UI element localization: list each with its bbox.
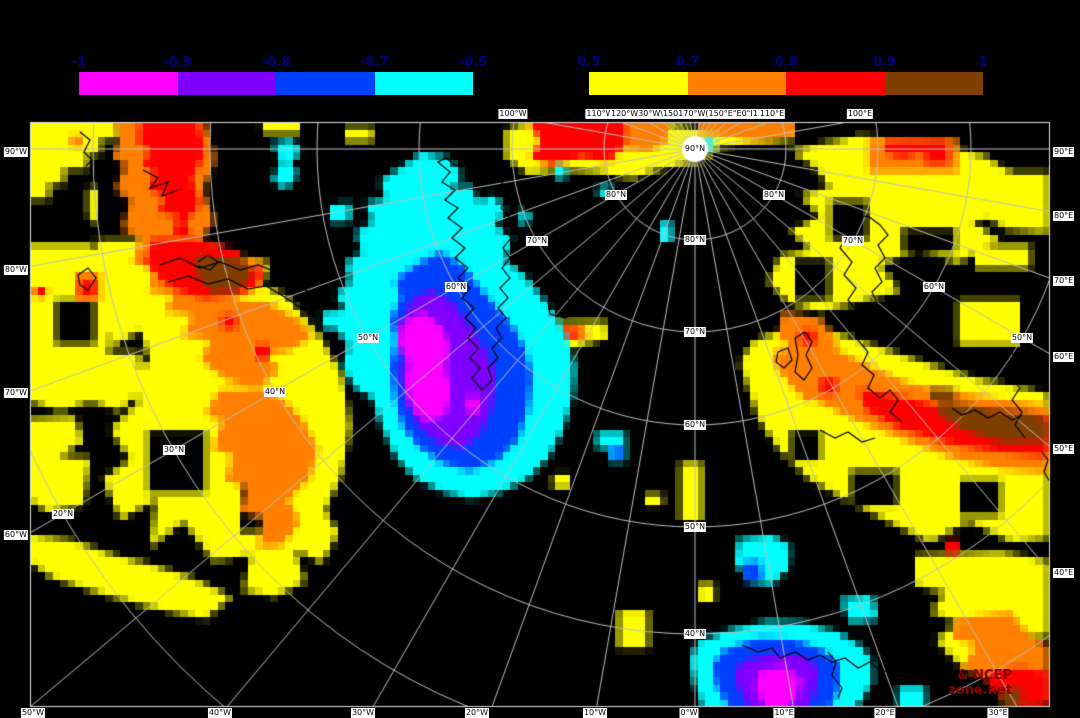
lon-label-top: 100°W xyxy=(498,109,528,119)
lon-label-top: 100°E xyxy=(846,109,874,119)
lon-label-top: 120°W30°W\150170°W(150°E"E0"I120°E xyxy=(609,109,779,119)
lat-label: 30°N xyxy=(162,445,186,455)
lat-label: 40°N xyxy=(263,387,287,397)
lat-label: 70°N xyxy=(683,327,707,337)
lat-label: 60°N xyxy=(922,282,946,292)
lat-label: 60°N xyxy=(683,420,707,430)
colorbar-negative-segment-2 xyxy=(276,72,375,95)
lat-label: 50°N xyxy=(1010,333,1034,343)
lat-label: 50°N xyxy=(683,522,707,532)
lat-label: 80°N xyxy=(762,190,786,200)
lat-label: 60°N xyxy=(444,282,468,292)
colorbar-positive-segment-2 xyxy=(786,72,885,95)
watermark: & NCEP zone.net xyxy=(892,668,1012,698)
colorbar-negative-tick-label: -1 xyxy=(71,55,87,70)
lon-label-bottom: 30°E xyxy=(987,708,1009,718)
lat-label: 20°N xyxy=(51,509,75,519)
colorbar-negative-tick-label: -0.9 xyxy=(163,55,192,70)
lon-label-right: 70°E xyxy=(1053,276,1075,286)
lon-label-right: 60°E xyxy=(1053,352,1075,362)
lon-label-bottom: 20°W xyxy=(464,708,490,718)
lon-label-top: 110°W xyxy=(585,109,615,119)
lon-label-bottom: 10°E xyxy=(773,708,795,718)
lon-label-right: 50°E xyxy=(1053,444,1075,454)
lon-label-bottom: 0°W xyxy=(679,708,699,718)
lon-label-bottom: 30°W xyxy=(350,708,376,718)
colorbar-positive-segment-3 xyxy=(884,72,983,95)
colorbar-positive-tick-label: 0.9 xyxy=(872,55,897,70)
watermark-line1: & NCEP xyxy=(957,668,1012,683)
pole-label: 90°N xyxy=(683,144,707,154)
colorbar-positive-segment-1 xyxy=(687,72,786,95)
lon-label-right: 80°E xyxy=(1053,211,1075,221)
lon-label-left: 90°W xyxy=(3,147,28,157)
colorbar-positive-tick-label: 0.7 xyxy=(675,55,700,70)
colorbar-negative xyxy=(79,72,473,95)
colorbar-negative-segment-1 xyxy=(177,72,276,95)
lat-label: 40°N xyxy=(683,629,707,639)
lat-label: 70°N xyxy=(841,236,865,246)
colorbar-positive-segment-0 xyxy=(589,72,688,95)
lon-label-left: 80°W xyxy=(3,265,28,275)
lat-label: 80°N xyxy=(683,235,707,245)
lat-label: 80°N xyxy=(604,190,628,200)
lon-label-top: 110°E xyxy=(758,109,786,119)
lon-label-bottom: 40°W xyxy=(207,708,233,718)
colorbar-positive xyxy=(589,72,983,95)
colorbar-negative-segment-3 xyxy=(374,72,473,95)
lon-label-right: 40°E xyxy=(1053,568,1075,578)
colorbar-positive-tick-label: 0.5 xyxy=(577,55,601,70)
lat-label: 50°N xyxy=(356,333,380,343)
lon-label-bottom: 50°W xyxy=(20,708,46,718)
colorbar-negative-tick-label: -0.7 xyxy=(360,55,389,70)
colorbar-positive-tick-label: 1 xyxy=(978,55,988,70)
watermark-line2: zone.net xyxy=(948,683,1012,698)
lon-label-bottom: 10°W xyxy=(582,708,608,718)
colorbar-negative-tick-label: -0.8 xyxy=(261,55,291,70)
lon-label-left: 70°W xyxy=(3,388,28,398)
colorbar-negative-segment-0 xyxy=(79,72,178,95)
lon-label-bottom: 20°E xyxy=(874,708,896,718)
lat-label: 70°N xyxy=(525,236,549,246)
colorbar-negative-tick-label: -0.5 xyxy=(458,55,488,70)
lon-label-right: 90°E xyxy=(1053,147,1075,157)
lon-label-left: 60°W xyxy=(3,530,28,540)
colorbar-positive-tick-label: 0.8 xyxy=(774,55,798,70)
